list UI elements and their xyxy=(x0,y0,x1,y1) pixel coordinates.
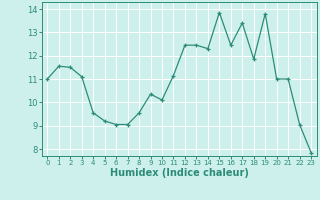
X-axis label: Humidex (Indice chaleur): Humidex (Indice chaleur) xyxy=(110,168,249,178)
